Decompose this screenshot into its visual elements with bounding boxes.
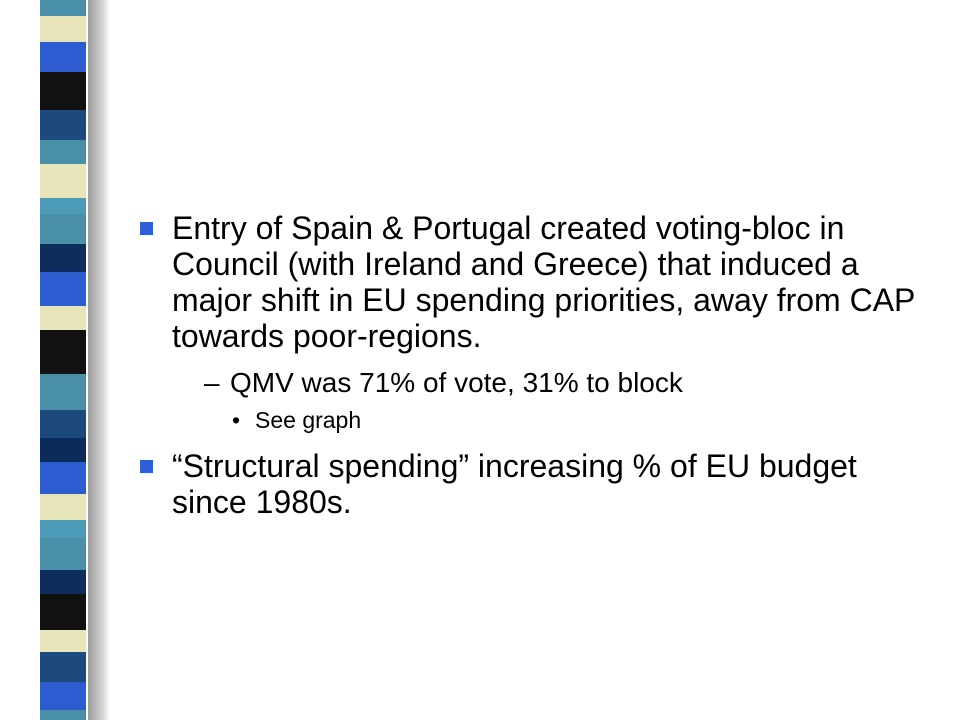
bullet-item-2: “Structural spending” increasing % of EU…	[140, 448, 940, 520]
bullet-text-2: “Structural spending” increasing % of EU…	[172, 448, 857, 520]
dash-bullet: –	[204, 367, 220, 398]
stripe-segment	[40, 330, 86, 374]
stripe-segment	[40, 570, 86, 594]
stripe-segment	[40, 214, 86, 244]
sub-sub-bullet-item: • See graph	[140, 406, 940, 434]
bullet-item-1: Entry of Spain & Portugal created voting…	[140, 210, 940, 354]
stripe-segment	[40, 306, 86, 330]
stripe-segment	[40, 682, 86, 710]
stripe-segment	[40, 140, 86, 164]
bullet-text-1: Entry of Spain & Portugal created voting…	[172, 210, 915, 354]
stripe-segment	[40, 16, 86, 42]
square-bullet-icon	[140, 222, 153, 235]
stripe-segment	[40, 244, 86, 272]
square-bullet-icon	[140, 460, 153, 473]
sub-bullet-item: – QMV was 71% of vote, 31% to block	[140, 366, 940, 400]
stripe-segment	[40, 110, 86, 140]
stripe-segment	[40, 538, 86, 570]
stripe-segment	[40, 630, 86, 652]
dot-bullet: •	[232, 407, 241, 433]
decorative-stripe	[40, 0, 110, 720]
sub-bullet-text: QMV was 71% of vote, 31% to block	[230, 367, 683, 398]
stripe-segment	[40, 462, 86, 494]
stripe-shadow	[88, 0, 110, 720]
stripe-segment	[40, 164, 86, 198]
stripe-segment	[40, 594, 86, 630]
stripe-segment	[40, 42, 86, 72]
stripe-segment	[40, 198, 86, 214]
stripe-segment	[40, 72, 86, 110]
stripe-segment	[40, 494, 86, 520]
stripe-segment	[40, 374, 86, 410]
stripe-segment	[40, 410, 86, 438]
stripe-segment	[40, 652, 86, 682]
sub-sub-bullet-text: See graph	[255, 407, 362, 433]
slide-body: Entry of Spain & Portugal created voting…	[140, 210, 940, 520]
stripe-segment	[40, 272, 86, 306]
stripe-segment	[40, 438, 86, 462]
stripe-segment	[40, 710, 86, 720]
stripe-segment	[40, 520, 86, 538]
stripe-segment	[40, 0, 86, 16]
stripe-segments	[40, 0, 86, 720]
